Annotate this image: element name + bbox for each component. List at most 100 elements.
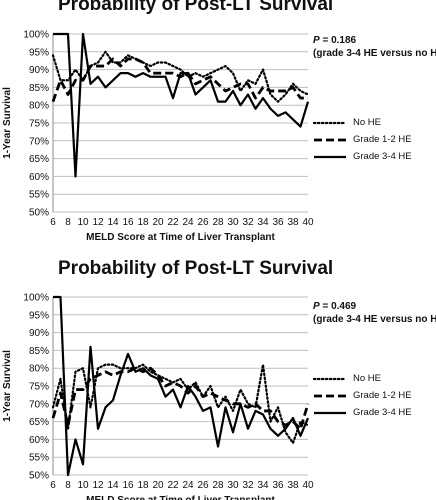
y-tick-label: 60% bbox=[29, 435, 49, 446]
x-tick-label: 40 bbox=[302, 480, 314, 491]
x-tick-label: 22 bbox=[167, 480, 179, 491]
y-tick-label: 55% bbox=[29, 190, 49, 201]
x-tick-label: 26 bbox=[197, 217, 209, 228]
y-tick-label: 60% bbox=[29, 172, 49, 183]
x-tick-label: 36 bbox=[272, 480, 284, 491]
x-tick-label: 28 bbox=[212, 480, 224, 491]
x-tick-label: 32 bbox=[242, 217, 254, 228]
x-tick-label: 16 bbox=[122, 480, 134, 491]
x-tick-label: 34 bbox=[257, 217, 269, 228]
x-tick-label: 18 bbox=[137, 480, 149, 491]
series-line-no-he bbox=[51, 50, 310, 103]
p-label: P bbox=[313, 35, 320, 46]
x-tick-label: 8 bbox=[65, 480, 71, 491]
series-line-grade-1-2-he bbox=[51, 366, 310, 431]
legend-item: No HE bbox=[312, 370, 432, 387]
x-tick-label: 18 bbox=[137, 217, 149, 228]
y-tick-label: 65% bbox=[29, 417, 49, 428]
y-tick-label: 50% bbox=[29, 208, 49, 219]
x-tick-label: 16 bbox=[122, 217, 134, 228]
y-axis-title: 1-Year Survival bbox=[2, 350, 13, 422]
y-tick-label: 85% bbox=[29, 346, 49, 357]
x-tick-label: 30 bbox=[227, 480, 239, 491]
legend-label: Grade 3-4 HE bbox=[353, 151, 412, 162]
y-tick-label: 90% bbox=[29, 328, 49, 339]
chart-title: Probability of Post-LT Survival bbox=[58, 258, 334, 279]
legend-swatch bbox=[312, 121, 348, 124]
y-tick-label: 95% bbox=[29, 47, 49, 58]
p-label: P bbox=[313, 301, 320, 312]
legend: No HE Grade 1-2 HE Grade 3-4 HE bbox=[312, 370, 432, 421]
legend-item: No HE bbox=[312, 114, 432, 131]
y-tick-label: 100% bbox=[23, 30, 49, 41]
p-value-annotation: P = 0.186 (grade 3-4 HE versus no HE) bbox=[313, 34, 436, 60]
x-tick-label: 38 bbox=[287, 217, 299, 228]
legend-item: Grade 3-4 HE bbox=[312, 148, 432, 165]
y-tick-label: 80% bbox=[29, 101, 49, 112]
legend-item: Grade 1-2 HE bbox=[312, 387, 432, 404]
p-comparison: (grade 3-4 HE versus no HE) bbox=[313, 48, 436, 59]
x-tick-label: 30 bbox=[227, 217, 239, 228]
legend-label: Grade 1-2 HE bbox=[353, 134, 412, 145]
series-line-no-he bbox=[51, 363, 310, 445]
x-tick-label: 20 bbox=[152, 217, 164, 228]
y-axis-title: 1-Year Survival bbox=[2, 87, 13, 159]
y-tick-label: 75% bbox=[29, 119, 49, 130]
legend: No HE Grade 1-2 HE Grade 3-4 HE bbox=[312, 114, 432, 165]
series-line-grade-1-2-he bbox=[51, 57, 308, 103]
p-comparison: (grade 3-4 HE versus no HE) bbox=[313, 314, 436, 325]
legend-item: Grade 3-4 HE bbox=[312, 404, 432, 421]
x-tick-label: 24 bbox=[182, 480, 194, 491]
series-line-grade-3-4-he bbox=[53, 295, 310, 477]
x-tick-label: 24 bbox=[182, 217, 194, 228]
x-tick-label: 40 bbox=[302, 217, 314, 228]
legend-swatch bbox=[314, 394, 346, 397]
legend-swatch bbox=[314, 138, 346, 141]
y-tick-label: 80% bbox=[29, 364, 49, 375]
line-chart: 100% 95% 90% 85% 80% 75% 70% 65% 60% 55% 50%6 8 10 12… bbox=[2, 293, 314, 500]
y-tick-label: 65% bbox=[29, 154, 49, 165]
legend-label: No HE bbox=[353, 373, 381, 384]
y-tick-label: 50% bbox=[29, 471, 49, 482]
x-tick-label: 26 bbox=[197, 480, 209, 491]
y-tick-label: 55% bbox=[29, 453, 49, 464]
y-tick-label: 75% bbox=[29, 382, 49, 393]
x-axis-title: MELD Score at Time of Liver Transplant bbox=[86, 495, 275, 500]
legend-swatch bbox=[312, 377, 348, 380]
x-tick-label: 32 bbox=[242, 480, 254, 491]
x-tick-label: 14 bbox=[107, 217, 119, 228]
series-line-grade-3-4-he bbox=[53, 32, 310, 178]
x-tick-label: 20 bbox=[152, 480, 164, 491]
x-tick-label: 10 bbox=[77, 217, 89, 228]
legend-label: Grade 1-2 HE bbox=[353, 390, 412, 401]
x-tick-label: 22 bbox=[167, 217, 179, 228]
y-tick-label: 95% bbox=[29, 310, 49, 321]
x-tick-label: 8 bbox=[65, 217, 71, 228]
x-tick-label: 12 bbox=[92, 217, 104, 228]
legend-label: Grade 3-4 HE bbox=[353, 407, 412, 418]
legend-item: Grade 1-2 HE bbox=[312, 131, 432, 148]
x-axis-title: MELD Score at Time of Liver Transplant bbox=[86, 232, 275, 243]
chart-panel-top: Probability of Post-LT Survival 100% 95% 9… bbox=[2, 0, 436, 244]
chart-panel-bottom: Probability of Post-LT Survival 100% 95% 9… bbox=[0, 250, 436, 500]
p-value: = 0.186 bbox=[322, 35, 357, 46]
x-tick-label: 6 bbox=[50, 480, 56, 491]
line-chart: 100% 95% 90% 85% 80% 75% 70% 65% 60% 55% 50%6 8 10 12… bbox=[2, 30, 314, 244]
x-tick-label: 28 bbox=[212, 217, 224, 228]
y-tick-label: 70% bbox=[29, 399, 49, 410]
x-tick-label: 36 bbox=[272, 217, 284, 228]
x-tick-label: 14 bbox=[107, 480, 119, 491]
p-value-annotation: P = 0.469 (grade 3-4 HE versus no HE) bbox=[313, 300, 436, 326]
legend-label: No HE bbox=[353, 117, 381, 128]
x-tick-label: 6 bbox=[50, 217, 56, 228]
x-tick-label: 34 bbox=[257, 480, 269, 491]
p-value: = 0.469 bbox=[322, 301, 357, 312]
legend-swatch bbox=[314, 411, 346, 414]
y-tick-label: 90% bbox=[29, 65, 49, 76]
legend-swatch bbox=[314, 155, 346, 158]
chart-title: Probability of Post-LT Survival bbox=[58, 0, 334, 15]
y-tick-label: 85% bbox=[29, 83, 49, 94]
x-tick-label: 10 bbox=[77, 480, 89, 491]
y-tick-label: 100% bbox=[23, 293, 49, 304]
y-tick-label: 70% bbox=[29, 136, 49, 147]
